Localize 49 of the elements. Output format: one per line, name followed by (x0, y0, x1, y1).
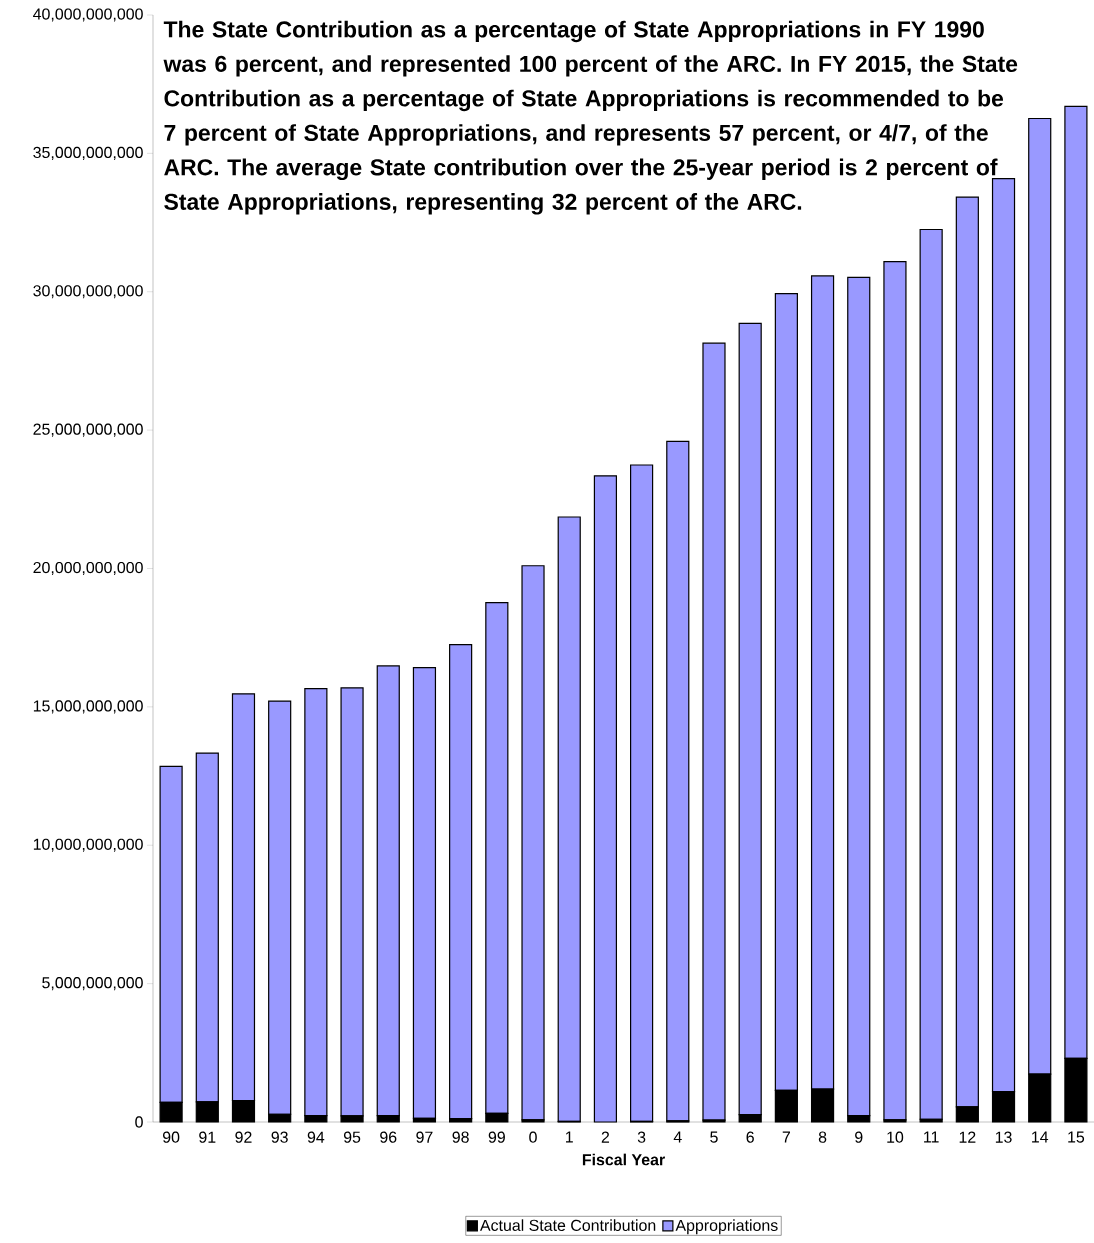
x-tick-label: 93 (271, 1131, 288, 1143)
x-tick-label: 7 (782, 1131, 790, 1143)
bar (593, 475, 618, 1123)
x-tick-label: 2 (601, 1131, 610, 1143)
x-tick-label: 1 (566, 1131, 573, 1143)
x-tick-label: 0 (529, 1131, 537, 1143)
x-tick-label: 13 (995, 1131, 1012, 1143)
x-tick-label: 9 (855, 1131, 863, 1143)
y-tick-label: 15,000,000,000 (33, 700, 143, 714)
y-tick-label: 35,000,000,000 (33, 146, 143, 160)
x-axis-title: Fiscal Year (582, 1153, 665, 1166)
bar (557, 516, 581, 1123)
bar (630, 464, 654, 1123)
x-tick-label: 11 (924, 1131, 939, 1143)
bar (702, 342, 726, 1121)
legend-label: Actual State Contribution (479, 1219, 656, 1231)
x-tick-label: 95 (343, 1131, 361, 1143)
y-tick-label: 0 (135, 1116, 143, 1128)
y-tick-label: 10,000,000,000 (33, 838, 143, 852)
x-tick-label: 8 (818, 1131, 827, 1143)
x-tick-label: 3 (637, 1131, 646, 1143)
bar (521, 565, 545, 1121)
x-tick-label: 94 (307, 1131, 325, 1143)
x-tick-label: 10 (887, 1131, 904, 1143)
x-tick-label: 98 (452, 1131, 469, 1143)
x-tick-label: 97 (416, 1131, 433, 1143)
x-tick-label: 99 (488, 1131, 505, 1143)
x-tick-label: 91 (199, 1131, 216, 1143)
x-tick-label: 14 (1032, 1131, 1049, 1143)
bar (666, 440, 690, 1122)
x-tick-label: 15 (1068, 1131, 1085, 1143)
x-tick-label: 6 (746, 1131, 754, 1143)
x-tick-label: 12 (959, 1131, 976, 1143)
x-tick-label: 5 (710, 1131, 718, 1143)
y-tick-label: 20,000,000,000 (33, 561, 143, 576)
bar (883, 260, 907, 1121)
y-tick-label: 30,000,000,000 (33, 285, 143, 299)
y-tick-label: 5,000,000,000 (42, 977, 143, 991)
annotation: The State Contribution as a percentage of State Appropriations in FY 1990 was 6 percent, and represented 100 percent of the ARC. In FY 2015, the State Contribution as a percentage of State Appropriations is recommended to be 7 percent of State Appropriations, and represents 57 percent, or 4/7, of the ARC. The average State contribution over the 25-year period is 2 percent of State Appropriations, representing 32 percent of the ARC. (163, 20, 1018, 215)
bar (412, 666, 437, 1119)
x-tick-label: 92 (235, 1131, 252, 1143)
legend-label: Appropriations (675, 1219, 778, 1235)
bar (919, 228, 943, 1120)
y-tick-label: 25,000,000,000 (33, 423, 143, 437)
y-tick-label: 40,000,000,000 (33, 8, 143, 22)
x-tick-label: 96 (380, 1131, 397, 1143)
bar (449, 644, 473, 1120)
x-tick-label: 4 (673, 1131, 682, 1143)
x-tick-label: 90 (162, 1131, 180, 1143)
